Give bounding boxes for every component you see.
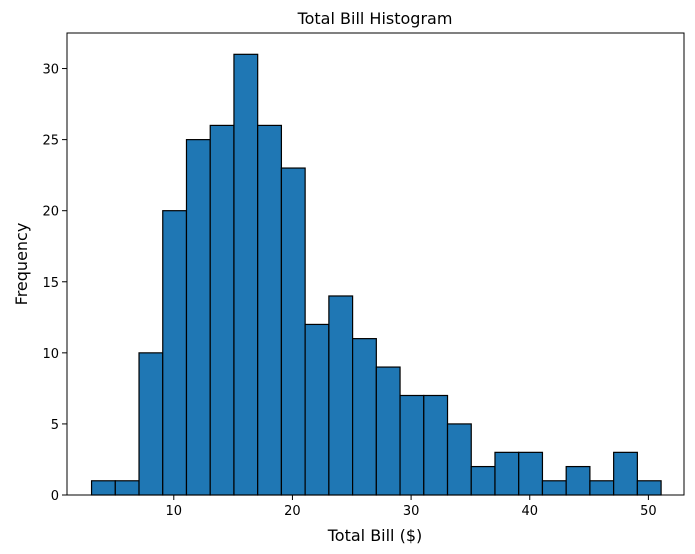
histogram-bar: [352, 338, 377, 496]
histogram-bar: [541, 480, 567, 496]
histogram-bar: [209, 124, 235, 496]
histogram-bar: [589, 480, 615, 496]
histogram-bar: [114, 480, 140, 496]
histogram-bar: [328, 295, 354, 496]
histogram-bars: [90, 53, 662, 496]
x-axis-label: Total Bill ($): [327, 526, 423, 545]
histogram-bar: [185, 139, 211, 496]
x-tick-label: 20: [284, 504, 301, 519]
y-tick-label: 0: [51, 489, 59, 504]
y-axis-label: Frequency: [12, 223, 31, 306]
histogram-bar: [375, 366, 401, 496]
y-tick-label: 15: [42, 276, 59, 291]
histogram-bar: [280, 167, 306, 496]
histogram-bar: [494, 451, 520, 496]
y-tick-label: 10: [42, 347, 59, 362]
y-tick-label: 20: [42, 205, 59, 220]
histogram-bar: [304, 323, 330, 496]
histogram-bar: [138, 352, 164, 496]
histogram-bar: [613, 451, 638, 496]
y-tick-label: 25: [42, 134, 59, 149]
histogram-bar: [233, 53, 259, 496]
plot-frame: [66, 32, 685, 496]
histogram-bar: [257, 124, 283, 496]
histogram-bar: [518, 451, 544, 496]
histogram-bar: [399, 394, 425, 496]
chart-title: Total Bill Histogram: [297, 9, 453, 28]
histogram-bar: [162, 210, 188, 496]
histogram-bar: [565, 465, 591, 496]
histogram-bar: [423, 394, 449, 496]
y-tick-label: 5: [51, 418, 59, 433]
histogram-bar: [90, 480, 116, 496]
x-tick-label: 40: [521, 504, 538, 519]
x-axis-ticks: 10 20 30 40 50: [166, 495, 657, 519]
histogram-bar: [636, 480, 662, 496]
histogram-bar: [470, 465, 496, 496]
x-tick-label: 50: [640, 504, 657, 519]
histogram-bar: [446, 423, 472, 496]
y-axis-ticks: 0 5 10 15 20 25 30: [42, 63, 67, 504]
x-tick-label: 30: [403, 504, 420, 519]
x-tick-label: 10: [166, 504, 183, 519]
y-tick-label: 30: [42, 63, 59, 78]
